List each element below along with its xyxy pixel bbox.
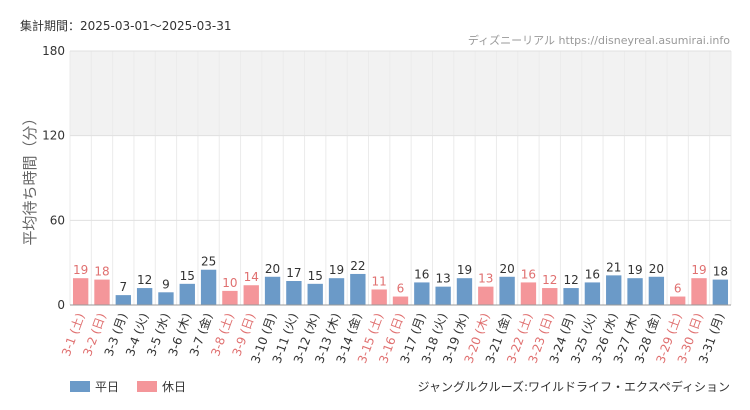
bar — [222, 290, 238, 305]
bar-value-label: 18 — [713, 265, 728, 279]
bar — [584, 282, 601, 305]
bar — [542, 288, 558, 305]
bar — [200, 269, 217, 305]
bar — [520, 282, 537, 305]
bar — [392, 296, 409, 305]
bar-value-label: 12 — [563, 273, 578, 287]
y-tick-label: 120 — [42, 129, 65, 143]
legend-swatch-holiday — [137, 381, 158, 392]
bar — [307, 283, 323, 305]
bar-value-label: 16 — [585, 267, 600, 281]
bar — [243, 285, 259, 305]
bar — [648, 276, 665, 305]
bar — [179, 283, 195, 305]
y-axis-label: 平均待ち時間（分） — [21, 110, 39, 245]
bar-value-label: 16 — [521, 267, 536, 281]
bar-value-label: 9 — [162, 277, 170, 291]
bar-value-label: 10 — [222, 276, 237, 290]
bar-value-label: 22 — [350, 259, 365, 273]
bar-value-label: 19 — [691, 263, 706, 277]
legend-swatch-weekday — [70, 381, 90, 392]
bar-value-label: 13 — [436, 272, 451, 286]
bar-value-label: 6 — [674, 282, 682, 296]
bar — [350, 273, 366, 305]
bar-value-label: 13 — [478, 272, 493, 286]
bar — [72, 278, 89, 305]
bar — [712, 279, 729, 305]
bar — [478, 286, 494, 305]
legend-label-holiday: 休日 — [162, 380, 187, 394]
bar — [286, 281, 302, 305]
bar — [563, 288, 579, 305]
bar-value-label: 25 — [201, 255, 216, 269]
bar-value-label: 17 — [286, 266, 301, 280]
bar-value-label: 12 — [137, 273, 152, 287]
bar — [435, 286, 451, 305]
y-tick-label: 0 — [57, 298, 65, 312]
bar-value-label: 19 — [627, 263, 642, 277]
bar — [136, 288, 153, 305]
bar-value-label: 20 — [649, 262, 664, 276]
shaded-band — [70, 51, 731, 136]
legend-item-weekday: 平日 — [70, 378, 119, 395]
bar — [499, 276, 515, 305]
y-tick-label: 60 — [50, 213, 65, 227]
bar-value-label: 15 — [308, 269, 323, 283]
bar — [264, 276, 281, 305]
bar — [328, 278, 345, 305]
legend: 平日 休日 — [70, 378, 186, 395]
bar-value-label: 20 — [499, 262, 514, 276]
bar-value-label: 15 — [180, 269, 195, 283]
bar-value-label: 19 — [457, 263, 472, 277]
legend-item-holiday: 休日 — [137, 378, 186, 395]
bar-value-label: 21 — [606, 260, 621, 274]
source-label: ディズニーリアル https://disneyreal.asumirai.inf… — [467, 34, 730, 47]
bar — [691, 278, 707, 305]
bar-value-label: 6 — [397, 282, 405, 296]
bar-value-label: 11 — [372, 274, 387, 288]
bar-value-label: 14 — [244, 270, 259, 284]
bar-value-label: 19 — [73, 263, 88, 277]
bar-value-label: 20 — [265, 262, 280, 276]
bar-value-label: 16 — [414, 267, 429, 281]
bar — [414, 282, 430, 305]
bar-value-label: 19 — [329, 263, 344, 277]
bar-value-label: 7 — [119, 280, 127, 294]
bar — [158, 292, 174, 305]
bar — [670, 296, 686, 305]
period-label: 集計期間：2025-03-01～2025-03-31 — [20, 19, 232, 33]
bar — [627, 278, 643, 305]
bar — [371, 289, 387, 305]
y-tick-label: 180 — [42, 44, 65, 58]
bar — [94, 279, 110, 305]
bar — [456, 278, 473, 305]
bar-value-label: 12 — [542, 273, 557, 287]
bar — [606, 275, 622, 305]
bar-value-label: 18 — [94, 265, 109, 279]
attraction-name: ジャングルクルーズ:ワイルドライフ・エクスペディション — [417, 380, 730, 394]
legend-label-weekday: 平日 — [95, 380, 120, 394]
bar — [115, 295, 131, 305]
